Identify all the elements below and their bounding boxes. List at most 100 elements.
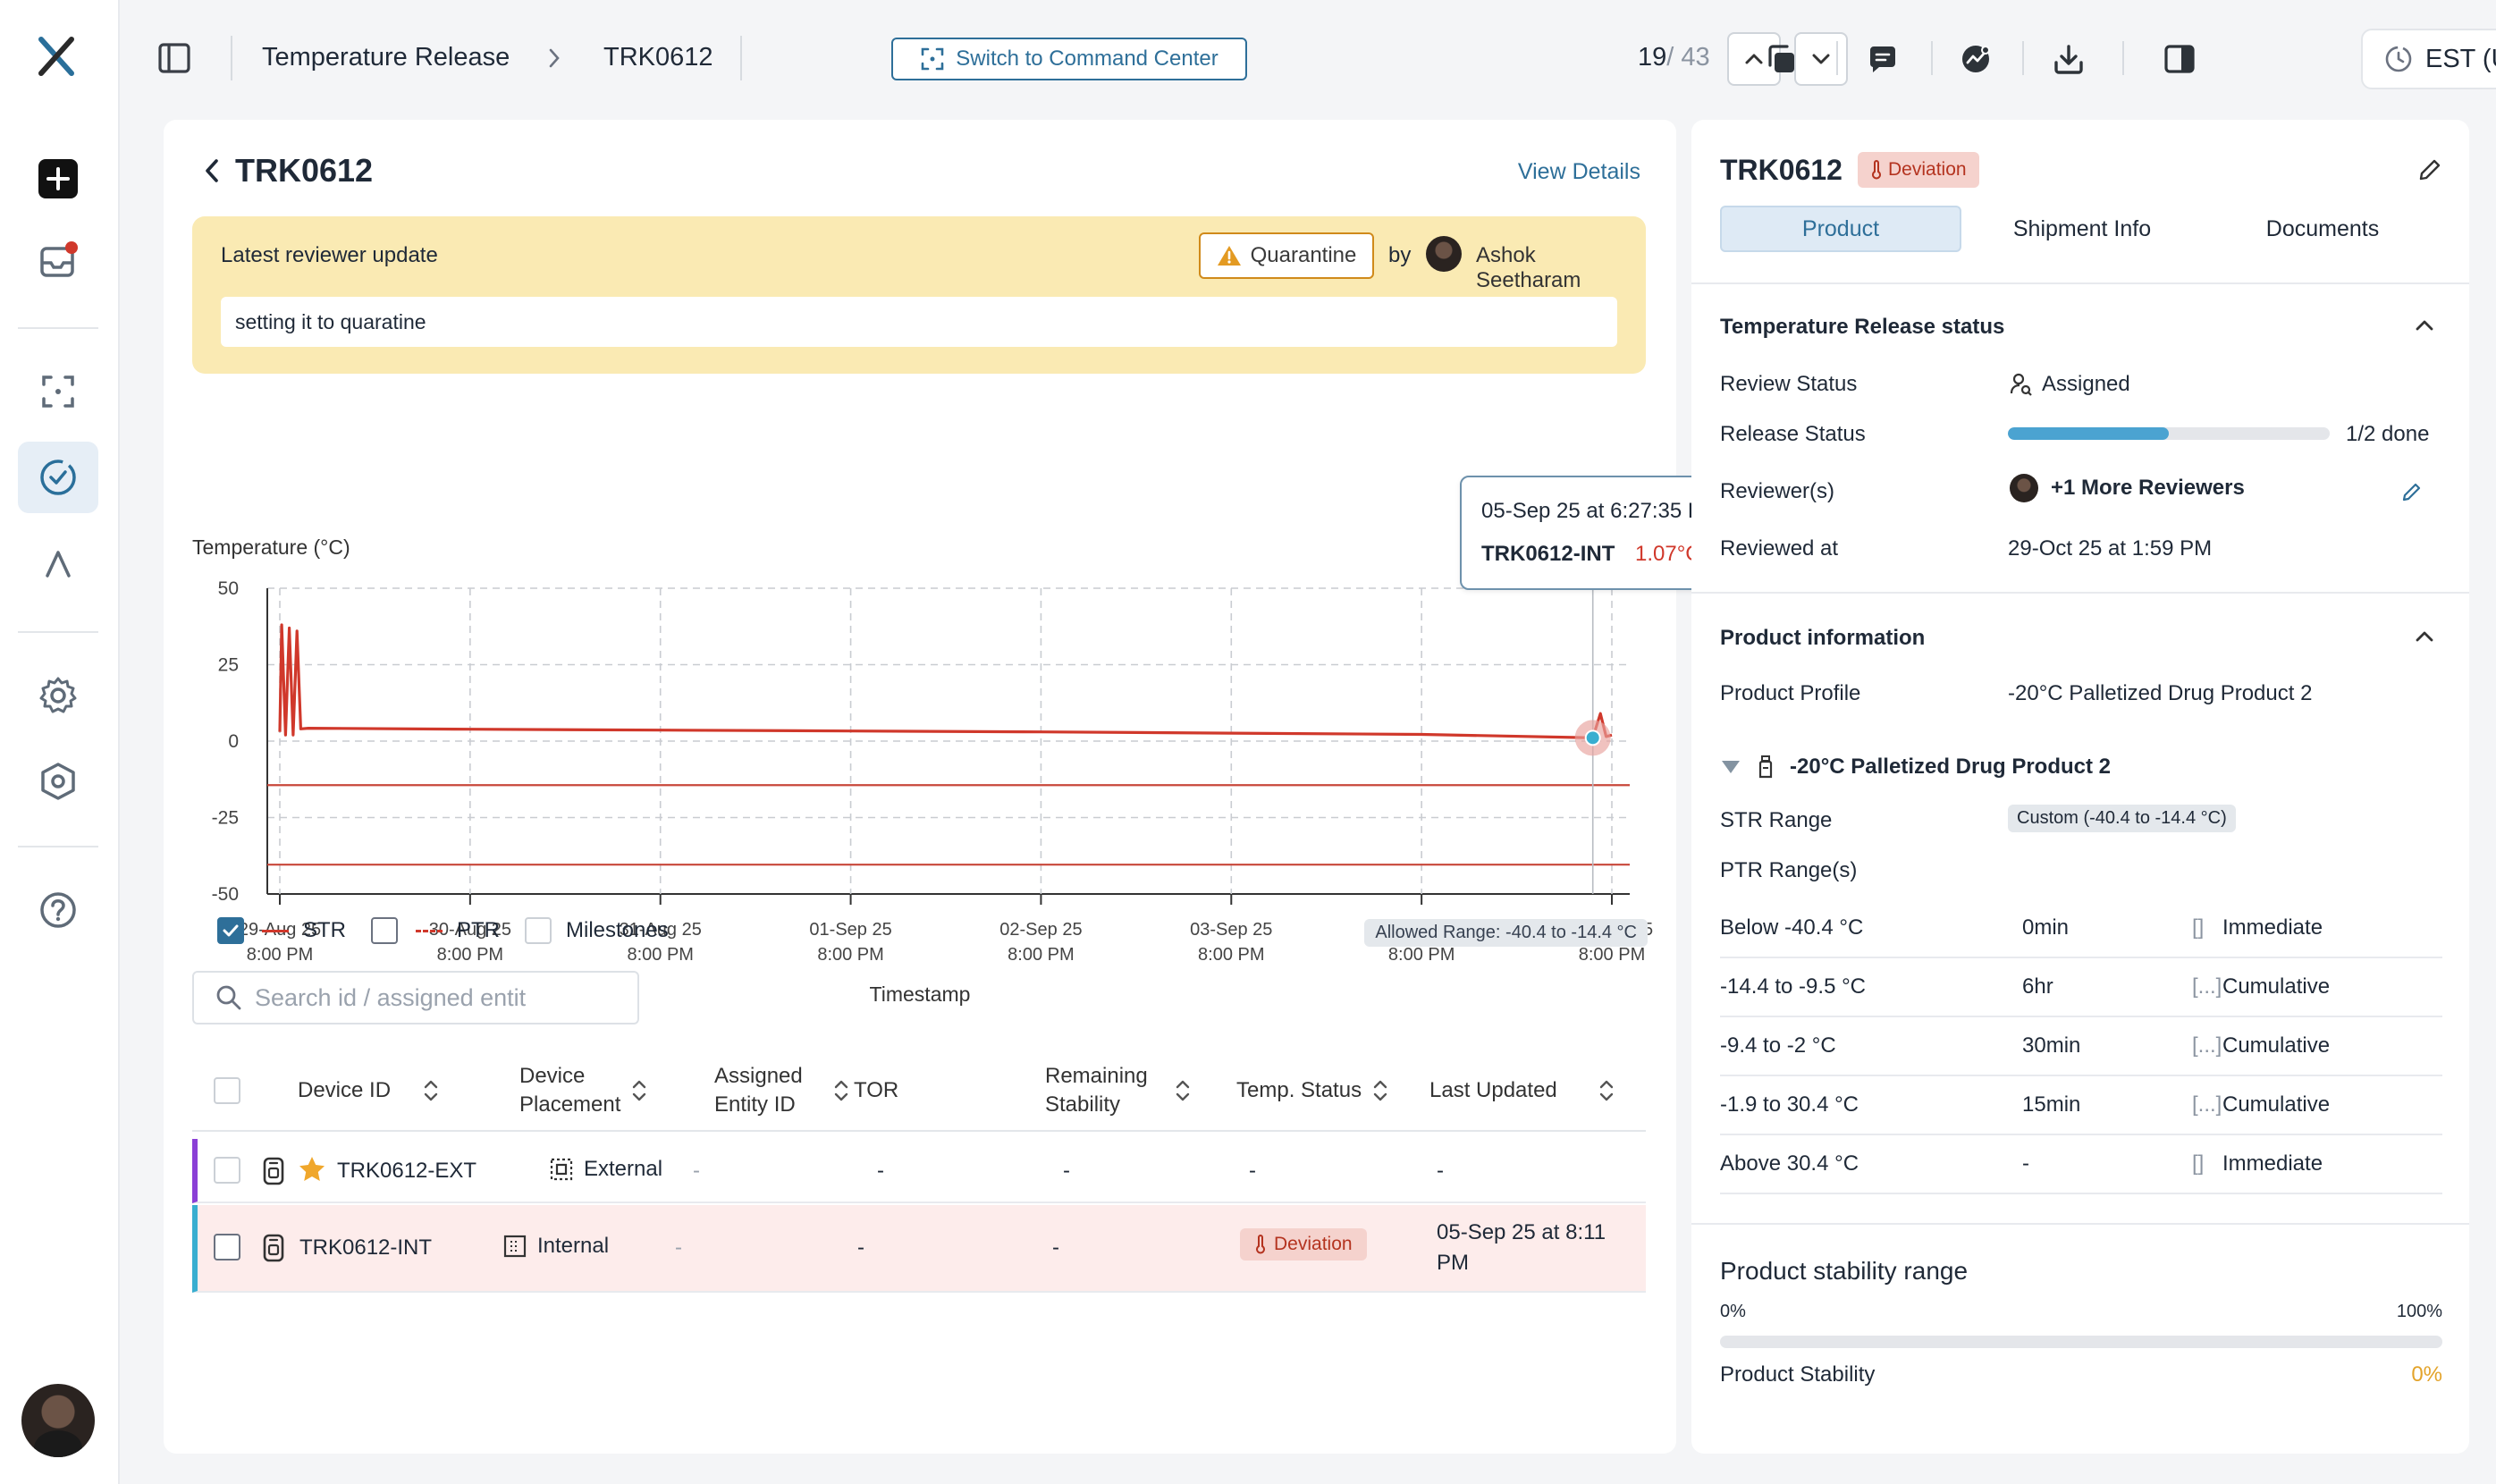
- release-status-label: Release Status: [1720, 422, 1866, 446]
- view-details-link[interactable]: View Details: [1517, 159, 1640, 184]
- sidebar-item-scan[interactable]: [18, 356, 98, 427]
- sidebar-item-security[interactable]: [18, 746, 98, 817]
- stability-section-title: Product stability range: [1720, 1257, 1969, 1285]
- device-id[interactable]: TRK0612-INT: [299, 1235, 433, 1260]
- col-label-line: Placement: [519, 1092, 621, 1117]
- sidebar-item-inbox[interactable]: [18, 225, 98, 297]
- tab-documents[interactable]: Documents: [2265, 215, 2380, 241]
- tooltip-device: TRK0612-INT: [1481, 542, 1615, 566]
- copy-button[interactable]: [1765, 43, 1797, 75]
- col-last-updated[interactable]: Last Updated: [1429, 1050, 1615, 1132]
- tooltip-value: 1.07°C: [1635, 542, 1701, 566]
- checkbox-box: [214, 1234, 240, 1261]
- divider: [2022, 41, 2024, 75]
- col-label: Last Updated: [1429, 1078, 1557, 1102]
- inbox-icon: [37, 240, 80, 282]
- chevron-right-icon: [545, 46, 563, 70]
- col-device-placement[interactable]: Device Placement: [519, 1050, 647, 1132]
- milestones-checkbox[interactable]: [525, 917, 552, 944]
- ptr-range: Above 30.4 °C: [1720, 1151, 1859, 1176]
- device-search-input[interactable]: Search id / assigned entit: [192, 971, 639, 1024]
- app-logo[interactable]: [36, 36, 77, 77]
- chevron-up-icon: [2414, 316, 2435, 334]
- sidebar-item-temperature-release[interactable]: [18, 442, 98, 513]
- row-checkbox[interactable]: [214, 1157, 240, 1184]
- reviewed-at-label: Reviewed at: [1720, 536, 1839, 561]
- gear-icon: [38, 675, 79, 716]
- tab-product[interactable]: Product: [1720, 206, 1961, 252]
- external-icon: [550, 1158, 573, 1181]
- timezone-selector[interactable]: EST (UTC-5): [2361, 29, 2496, 89]
- reviewers-value[interactable]: +1 More Reviewers: [2010, 474, 2245, 502]
- col-label: Assigned Entity ID: [714, 1062, 803, 1119]
- sidebar-item-add[interactable]: [18, 143, 98, 215]
- divider: [1691, 282, 2469, 284]
- last-updated-line: PM: [1437, 1251, 1469, 1275]
- col-remaining-stability[interactable]: Remaining Stability: [1045, 1050, 1191, 1132]
- placement-cell: Internal: [503, 1234, 609, 1259]
- col-temp-status[interactable]: Temp. Status: [1236, 1050, 1388, 1132]
- ptr-bracket: [...]: [2192, 974, 2222, 999]
- hover-point: [1584, 729, 1601, 746]
- tab-shipment-info[interactable]: Shipment Info: [2012, 215, 2152, 241]
- product-row[interactable]: -20°C Palletized Drug Product 2: [1720, 755, 2111, 780]
- select-all-checkbox[interactable]: [214, 1050, 240, 1132]
- checkbox-box: [214, 1077, 240, 1104]
- product-name: -20°C Palletized Drug Product 2: [1790, 755, 2112, 779]
- table-row[interactable]: TRK0612-INT Internal - - - Deviation 05-…: [192, 1205, 1646, 1293]
- toggle-right-panel-button[interactable]: [2163, 43, 2196, 75]
- edit-reviewers-button[interactable]: [2401, 481, 2423, 502]
- str-checkbox[interactable]: [217, 917, 244, 944]
- col-device-id[interactable]: Device ID: [298, 1050, 439, 1132]
- ptr-checkbox[interactable]: [371, 917, 398, 944]
- deviation-badge: Deviation: [1858, 152, 1979, 188]
- col-label-line: Stability: [1045, 1092, 1121, 1117]
- scan-icon: [38, 372, 78, 411]
- table-row[interactable]: TRK0612-EXT External - - - - -: [192, 1139, 1646, 1203]
- collapse-release-status-button[interactable]: [2414, 316, 2435, 334]
- product-info-section-title: Product information: [1720, 626, 1926, 650]
- device-id[interactable]: TRK0612-EXT: [337, 1159, 477, 1183]
- col-tor[interactable]: TOR: [854, 1078, 899, 1102]
- tor-cell: -: [857, 1235, 864, 1260]
- page-title-text: TRK0612: [235, 152, 374, 189]
- col-label: Temp. Status: [1236, 1078, 1362, 1102]
- ptr-type: Immediate: [2222, 915, 2323, 940]
- download-button[interactable]: [2053, 43, 2085, 75]
- sort-icon: [1175, 1079, 1191, 1102]
- bottle-icon: [1756, 755, 1775, 780]
- breadcrumb-temperature-release[interactable]: Temperature Release: [262, 43, 510, 72]
- sidebar-toggle-button[interactable]: [157, 41, 191, 75]
- x-tick-label: 8:00 PM: [1388, 945, 1455, 965]
- collapse-product-info-button[interactable]: [2414, 628, 2435, 645]
- x-tick-label: 03-Sep 25: [1190, 920, 1272, 940]
- previous-record-button[interactable]: [1727, 32, 1781, 86]
- divider: [1931, 41, 1933, 75]
- ptr-type: Cumulative: [2222, 974, 2331, 999]
- stability-cell: -: [1063, 1159, 1070, 1183]
- next-record-button[interactable]: [1794, 32, 1848, 86]
- y-tick-label: 50: [218, 578, 239, 599]
- switch-to-command-center-button[interactable]: Switch to Command Center: [891, 38, 1247, 80]
- sidebar-item-settings[interactable]: [18, 660, 98, 731]
- user-avatar[interactable]: [21, 1384, 95, 1457]
- release-status-section-title: Temperature Release status: [1720, 315, 2005, 339]
- sidebar-item-help[interactable]: [18, 874, 98, 946]
- edit-button[interactable]: [2417, 157, 2442, 182]
- str-legend-label: STR: [303, 918, 346, 942]
- sort-icon: [1372, 1079, 1388, 1102]
- details-panel: TRK0612 Deviation Product Shipment Info …: [1691, 120, 2469, 1454]
- divider: [1836, 41, 1838, 75]
- temp-status-cell: -: [1249, 1159, 1256, 1183]
- back-button[interactable]: [201, 156, 223, 185]
- ptr-type: Immediate: [2222, 1151, 2323, 1176]
- sidebar-divider: [18, 631, 98, 633]
- comments-button[interactable]: [1867, 43, 1899, 75]
- breadcrumb-trk: TRK0612: [603, 43, 713, 72]
- row-checkbox[interactable]: [214, 1234, 240, 1261]
- sidebar-item-analytics[interactable]: [18, 527, 98, 599]
- col-assigned-entity[interactable]: Assigned Entity ID: [714, 1050, 849, 1132]
- last-updated-cell: -: [1437, 1159, 1444, 1183]
- activity-button[interactable]: [1960, 43, 1992, 75]
